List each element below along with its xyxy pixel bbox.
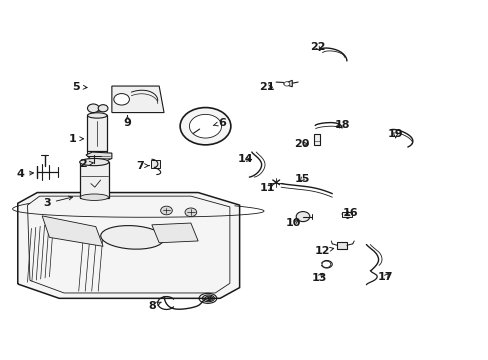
Bar	[92, 106, 104, 111]
Text: 7: 7	[136, 161, 149, 171]
Bar	[151, 160, 159, 168]
Text: 19: 19	[387, 129, 403, 139]
Text: 4: 4	[16, 168, 33, 179]
Text: 22: 22	[309, 42, 325, 52]
Ellipse shape	[80, 194, 108, 201]
PathPatch shape	[283, 80, 292, 87]
Text: 5: 5	[72, 82, 87, 92]
Text: 11: 11	[260, 183, 275, 193]
Text: 16: 16	[342, 208, 358, 218]
Circle shape	[98, 105, 108, 112]
Text: 6: 6	[213, 118, 226, 128]
PathPatch shape	[18, 193, 239, 298]
Bar	[87, 116, 107, 151]
Text: 12: 12	[314, 246, 333, 256]
Text: 2: 2	[79, 159, 93, 169]
Circle shape	[322, 261, 330, 267]
Text: 9: 9	[123, 116, 131, 128]
Bar	[336, 242, 346, 249]
Bar	[341, 212, 351, 217]
Circle shape	[296, 212, 309, 222]
Ellipse shape	[101, 226, 163, 249]
PathPatch shape	[86, 152, 112, 162]
Text: 14: 14	[237, 154, 253, 164]
Text: 18: 18	[334, 121, 349, 130]
Bar	[314, 134, 320, 145]
Ellipse shape	[87, 113, 107, 118]
Circle shape	[160, 206, 172, 215]
Circle shape	[284, 82, 289, 86]
Bar	[80, 162, 109, 198]
Text: 10: 10	[285, 218, 300, 228]
Text: 8: 8	[148, 301, 161, 311]
Text: 15: 15	[294, 174, 309, 184]
Text: 1: 1	[69, 134, 83, 144]
Circle shape	[180, 108, 230, 145]
Text: 13: 13	[311, 273, 326, 283]
Circle shape	[87, 104, 99, 113]
Text: 21: 21	[258, 82, 274, 92]
Text: 17: 17	[377, 272, 393, 282]
PathPatch shape	[112, 86, 163, 113]
Circle shape	[184, 208, 196, 217]
PathPatch shape	[152, 223, 198, 243]
Ellipse shape	[80, 158, 109, 166]
PathPatch shape	[42, 216, 103, 246]
Circle shape	[114, 94, 129, 105]
Text: 20: 20	[294, 139, 309, 149]
Circle shape	[189, 114, 221, 138]
Text: 3: 3	[43, 196, 72, 208]
